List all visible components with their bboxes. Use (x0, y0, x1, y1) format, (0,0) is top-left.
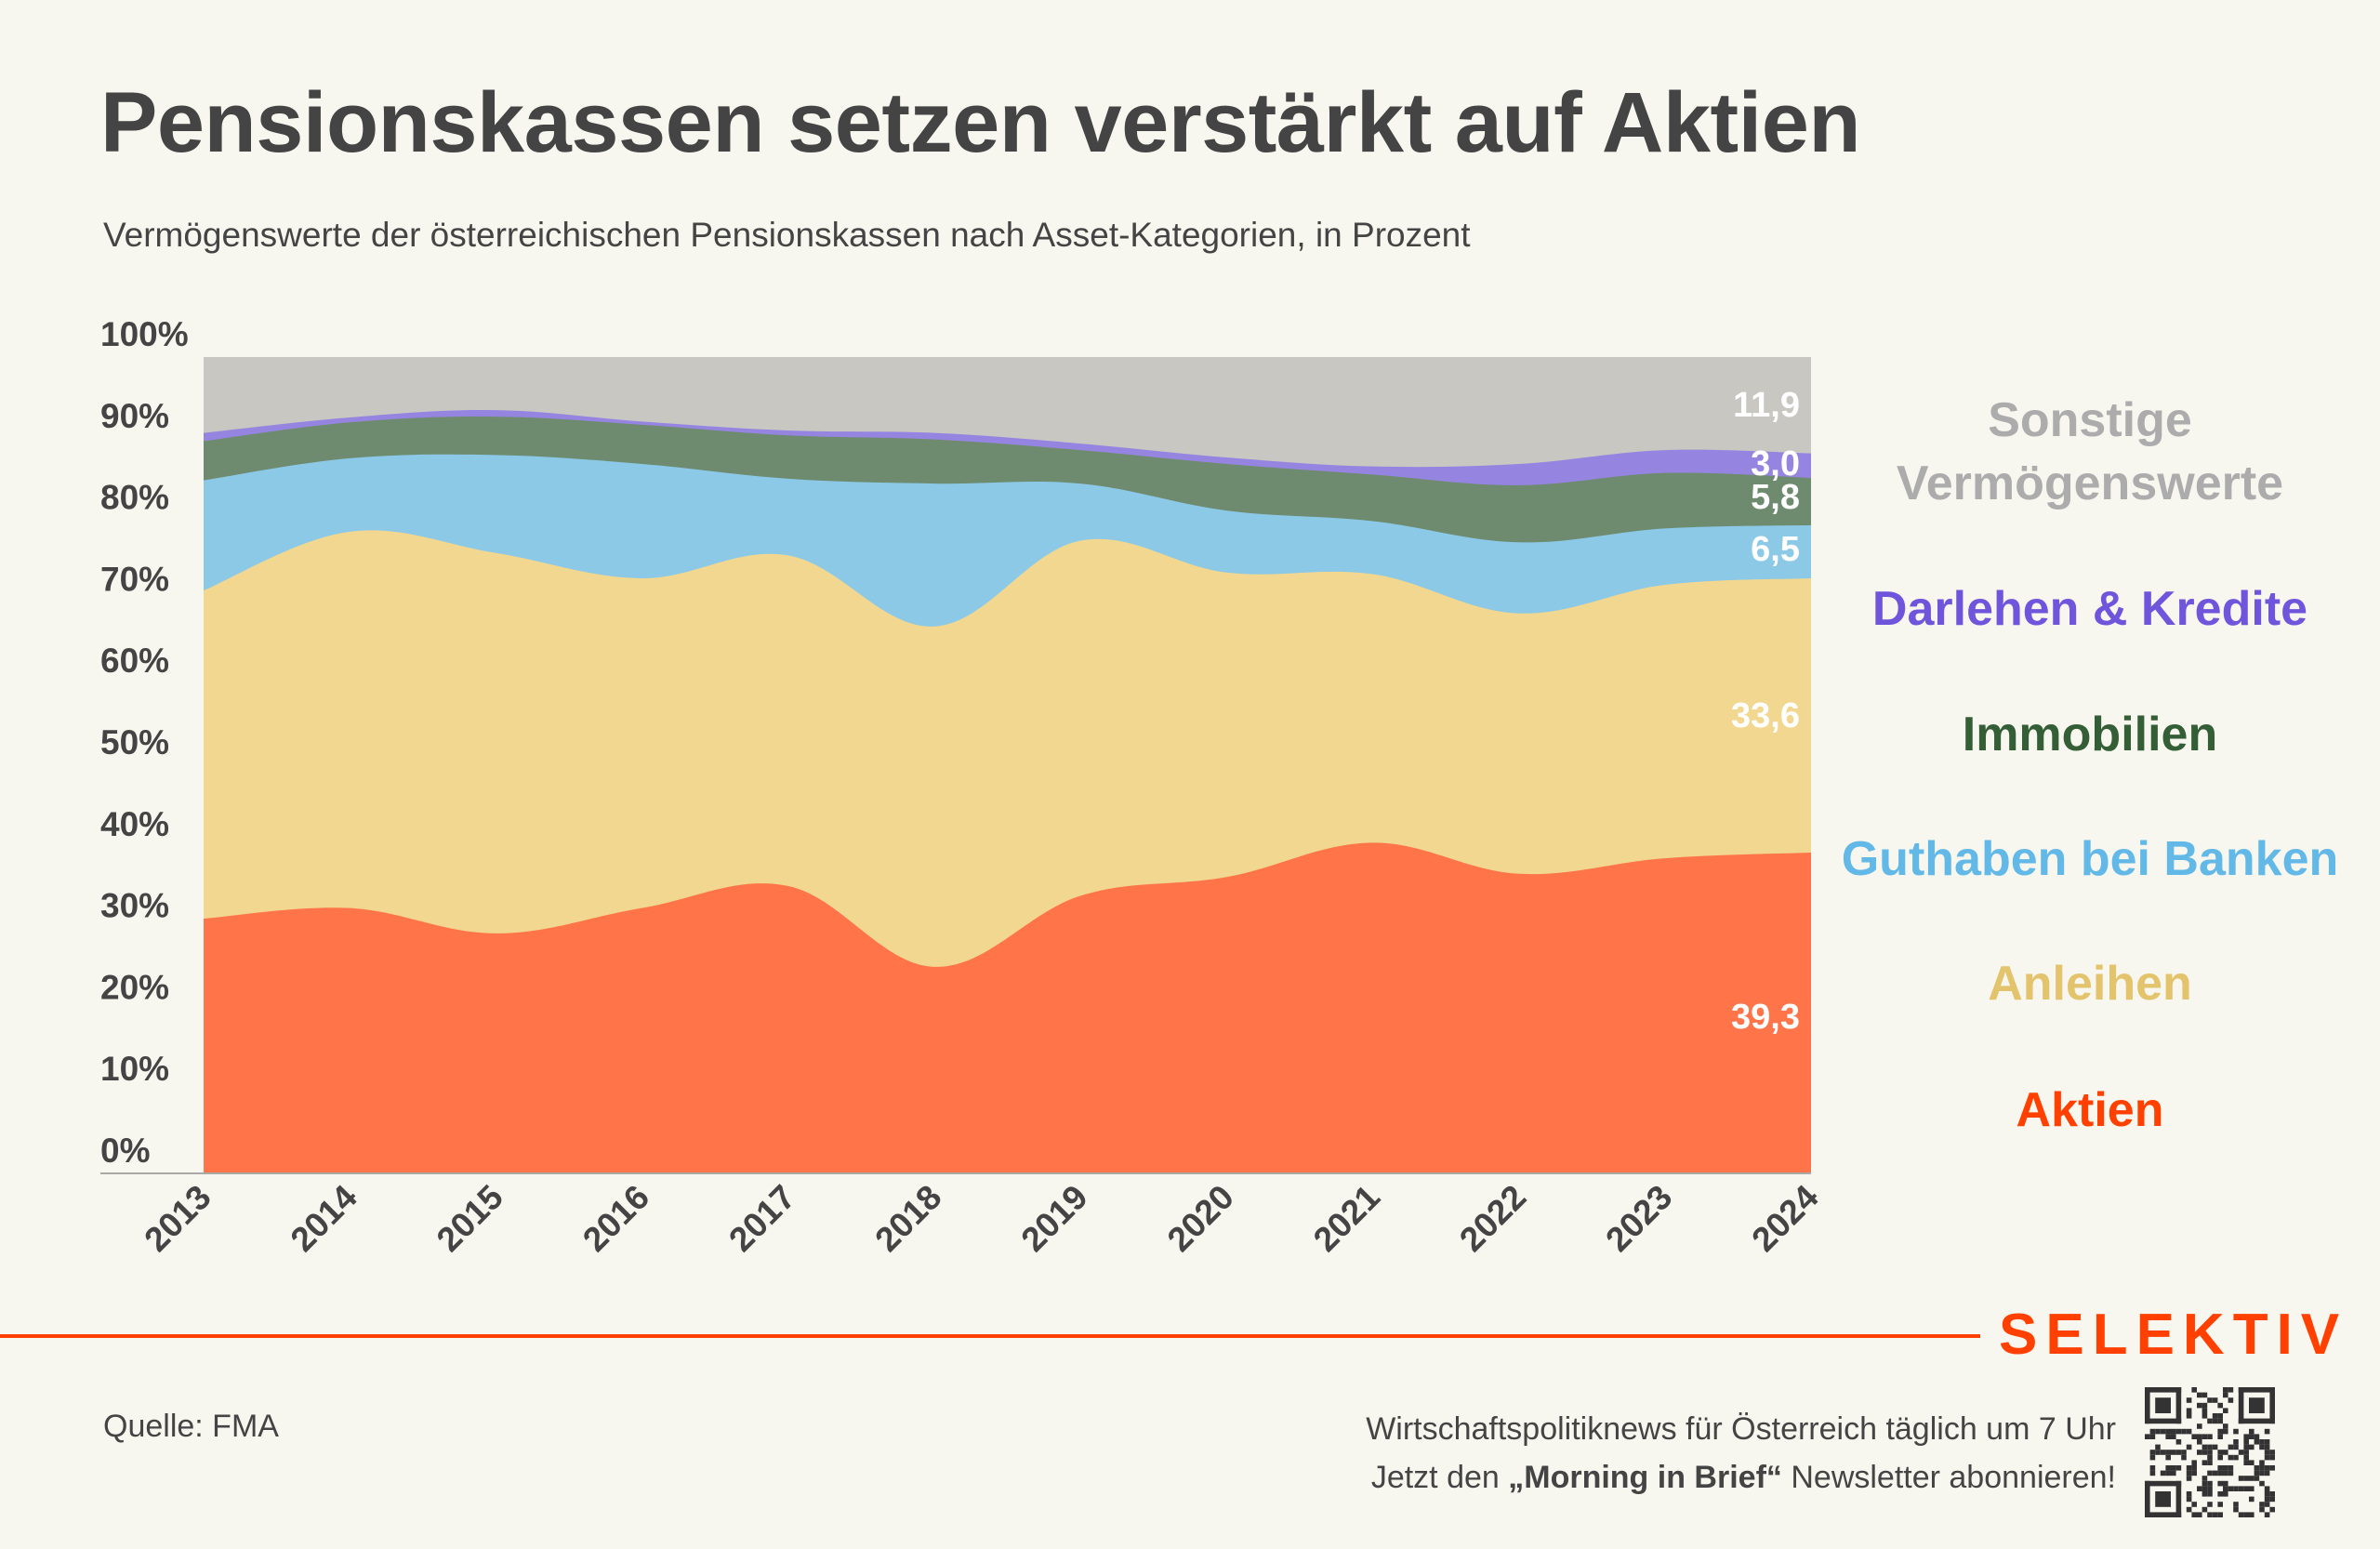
value-label-aktien: 39,3 (1731, 998, 1800, 1037)
area-layers (204, 357, 1811, 1174)
x-tick-label: 2022 (1452, 1178, 1533, 1259)
end-value-labels: 39,3 33,6 6,5 5,83,0 11,9 (1731, 386, 1800, 1037)
value-label-immobilien: 5,8 (1751, 478, 1800, 517)
promo-line-1: Wirtschaftspolitiknews für Österreich tä… (1366, 1411, 2116, 1447)
value-label-darlehen-kredite: 3,0 (1751, 444, 1800, 483)
x-tick-label: 2017 (721, 1178, 802, 1259)
x-tick-label: 2016 (575, 1178, 656, 1259)
legend-aktien: Aktien (2016, 1083, 2164, 1137)
y-axis-ticks: 0% 10% 20% 30% 40% 50% 60% 70% 80% 90% 100% (100, 315, 189, 1170)
y-tick-label: 80% (100, 479, 169, 517)
x-tick-label: 2024 (1744, 1177, 1825, 1258)
legend-sonstige: Sonstige Vermögenswerte (1822, 389, 2358, 515)
chart-title: Pensionskassen setzen verstärkt auf Akti… (100, 75, 1861, 170)
x-tick-label: 2020 (1160, 1178, 1241, 1259)
promo-line-2[interactable]: Jetzt den „Morning in Brief“ Newsletter … (1371, 1462, 2116, 1493)
legend-sonstige-line2: Vermögenswerte (1896, 457, 2284, 510)
x-tick-label: 2018 (867, 1178, 948, 1259)
y-tick-label: 20% (100, 968, 169, 1006)
y-tick-label: 40% (100, 805, 169, 843)
y-tick-label: 10% (100, 1050, 169, 1088)
y-tick-label: 50% (100, 723, 169, 761)
x-tick-label: 2013 (137, 1178, 218, 1259)
x-tick-label: 2023 (1598, 1178, 1679, 1259)
value-label-sonstige-verm-genswerte: 11,9 (1733, 386, 1800, 425)
area-aktien (204, 842, 1811, 1173)
legend-darlehen: Darlehen & Kredite (1871, 582, 2308, 636)
brand-logo: SELEKTIV (1999, 1303, 2348, 1367)
y-tick-label: 90% (100, 397, 169, 435)
value-label-guthaben-bei-banken: 6,5 (1751, 530, 1800, 569)
y-tick-label: 100% (100, 315, 189, 353)
y-tick-label: 0% (100, 1132, 150, 1170)
x-tick-label: 2019 (1014, 1178, 1095, 1259)
newsletter-name[interactable]: „Morning in Brief“ (1508, 1460, 1782, 1495)
y-tick-label: 30% (100, 887, 169, 925)
x-axis-ticks: 2013 2014 2015 2016 2017 2018 2019 2020 2021 2022… (137, 1177, 1825, 1258)
value-label-anleihen: 33,6 (1731, 696, 1800, 735)
footer-divider (0, 1334, 1980, 1338)
legend-anleihen: Anleihen (1988, 957, 2192, 1011)
stacked-area-chart: 0%10%20%30%40%50%60%70%80%90%100% 2013 20… (100, 315, 1826, 1259)
source-note: Quelle: FMA (103, 1409, 279, 1444)
promo-suffix: Newsletter abonnieren! (1781, 1460, 2116, 1495)
y-tick-label: 60% (100, 642, 169, 680)
legend-guthaben: Guthaben bei Banken (1841, 832, 2339, 886)
legend-immobilien: Immobilien (1962, 708, 2218, 761)
x-tick-label: 2021 (1306, 1178, 1387, 1259)
chart-subtitle: Vermögenswerte der österreichischen Pens… (103, 216, 1471, 254)
qr-code-icon[interactable] (2145, 1387, 2275, 1517)
x-tick-label: 2014 (284, 1177, 364, 1258)
y-tick-label: 70% (100, 560, 169, 598)
promo-prefix: Jetzt den (1370, 1460, 1509, 1495)
x-tick-label: 2015 (430, 1178, 510, 1259)
legend-sonstige-line1: Sonstige (1988, 393, 2192, 447)
